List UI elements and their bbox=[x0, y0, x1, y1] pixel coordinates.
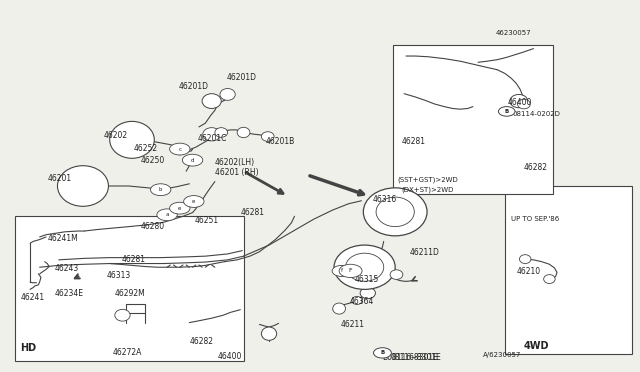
Ellipse shape bbox=[150, 184, 171, 196]
Text: f: f bbox=[340, 269, 342, 273]
Text: 46201: 46201 bbox=[48, 174, 72, 183]
Text: 46280: 46280 bbox=[140, 222, 164, 231]
Ellipse shape bbox=[339, 264, 362, 278]
Text: 46211D: 46211D bbox=[409, 248, 439, 257]
Ellipse shape bbox=[220, 89, 236, 100]
Ellipse shape bbox=[346, 253, 384, 281]
Ellipse shape bbox=[364, 188, 427, 236]
Ellipse shape bbox=[215, 128, 228, 137]
Text: (SST+GST)>2WD: (SST+GST)>2WD bbox=[397, 176, 458, 183]
Ellipse shape bbox=[170, 143, 190, 155]
Ellipse shape bbox=[58, 166, 108, 206]
Text: b: b bbox=[159, 187, 163, 192]
Text: 46313: 46313 bbox=[106, 271, 131, 280]
Ellipse shape bbox=[376, 197, 414, 227]
Ellipse shape bbox=[518, 99, 531, 109]
Text: 46316: 46316 bbox=[373, 195, 397, 204]
Ellipse shape bbox=[332, 265, 351, 276]
Text: 46201D: 46201D bbox=[179, 82, 209, 91]
Bar bbox=[15, 215, 244, 361]
Text: 4WD: 4WD bbox=[524, 341, 549, 351]
Text: 46272A: 46272A bbox=[113, 349, 142, 357]
Ellipse shape bbox=[360, 288, 376, 299]
Text: UP TO SEP.'86: UP TO SEP.'86 bbox=[511, 216, 559, 222]
Text: 46281: 46281 bbox=[121, 256, 145, 264]
Ellipse shape bbox=[352, 296, 362, 305]
Text: 46281: 46281 bbox=[241, 208, 264, 217]
Text: 46210: 46210 bbox=[516, 267, 540, 276]
Text: 46281: 46281 bbox=[401, 137, 426, 146]
Ellipse shape bbox=[170, 202, 190, 214]
Text: 46201C: 46201C bbox=[198, 134, 227, 142]
Text: 08114-0202D: 08114-0202D bbox=[513, 112, 560, 118]
Ellipse shape bbox=[109, 121, 154, 158]
Text: 46251: 46251 bbox=[195, 216, 219, 225]
Ellipse shape bbox=[390, 270, 403, 279]
Ellipse shape bbox=[182, 154, 203, 166]
Ellipse shape bbox=[520, 255, 531, 263]
Text: c: c bbox=[179, 147, 181, 151]
Text: a: a bbox=[165, 212, 169, 217]
Text: 46202(LH): 46202(LH) bbox=[215, 158, 255, 167]
Text: e: e bbox=[192, 199, 195, 204]
Text: 46241: 46241 bbox=[20, 293, 45, 302]
Text: 46241M: 46241M bbox=[47, 234, 78, 243]
Text: 46230057: 46230057 bbox=[495, 30, 531, 36]
Text: 46400: 46400 bbox=[508, 98, 532, 107]
Text: 46250: 46250 bbox=[140, 156, 164, 165]
Text: 46292M: 46292M bbox=[115, 289, 145, 298]
Text: 46252: 46252 bbox=[134, 144, 158, 153]
Ellipse shape bbox=[184, 196, 204, 208]
Text: F: F bbox=[349, 269, 353, 273]
Ellipse shape bbox=[333, 303, 346, 314]
Ellipse shape bbox=[115, 310, 130, 321]
Text: 46202: 46202 bbox=[103, 131, 127, 140]
Text: 46282: 46282 bbox=[524, 163, 548, 172]
Text: 46201B: 46201B bbox=[266, 137, 295, 146]
Ellipse shape bbox=[237, 127, 250, 138]
Ellipse shape bbox=[334, 245, 395, 289]
Text: HD: HD bbox=[20, 343, 36, 353]
Text: 46201 (RH): 46201 (RH) bbox=[215, 167, 259, 177]
Text: A/6230057: A/6230057 bbox=[483, 352, 521, 358]
Ellipse shape bbox=[510, 94, 528, 108]
Text: 46211: 46211 bbox=[341, 320, 365, 328]
Bar bbox=[394, 45, 552, 195]
Text: 46282: 46282 bbox=[189, 337, 213, 346]
Text: 46400: 46400 bbox=[218, 352, 243, 361]
Ellipse shape bbox=[543, 275, 555, 283]
Text: 46243: 46243 bbox=[54, 263, 79, 273]
Text: B: B bbox=[380, 350, 385, 355]
Text: 08116-8301E: 08116-8301E bbox=[390, 353, 441, 362]
Ellipse shape bbox=[203, 128, 221, 141]
Text: e: e bbox=[178, 206, 182, 211]
Text: B: B bbox=[504, 109, 509, 114]
Ellipse shape bbox=[261, 327, 276, 340]
Text: 46315: 46315 bbox=[355, 275, 380, 283]
Text: 46364: 46364 bbox=[350, 297, 374, 306]
Bar bbox=[505, 186, 632, 354]
Ellipse shape bbox=[374, 348, 392, 358]
Text: 46201D: 46201D bbox=[227, 73, 257, 82]
Ellipse shape bbox=[157, 209, 177, 221]
Text: B08116-8301E: B08116-8301E bbox=[383, 353, 438, 362]
Ellipse shape bbox=[202, 94, 221, 109]
Ellipse shape bbox=[261, 132, 274, 141]
Text: (DX+ST)>2WD: (DX+ST)>2WD bbox=[401, 186, 454, 192]
Text: d: d bbox=[191, 158, 195, 163]
Ellipse shape bbox=[499, 107, 515, 116]
Text: 46234E: 46234E bbox=[54, 289, 83, 298]
